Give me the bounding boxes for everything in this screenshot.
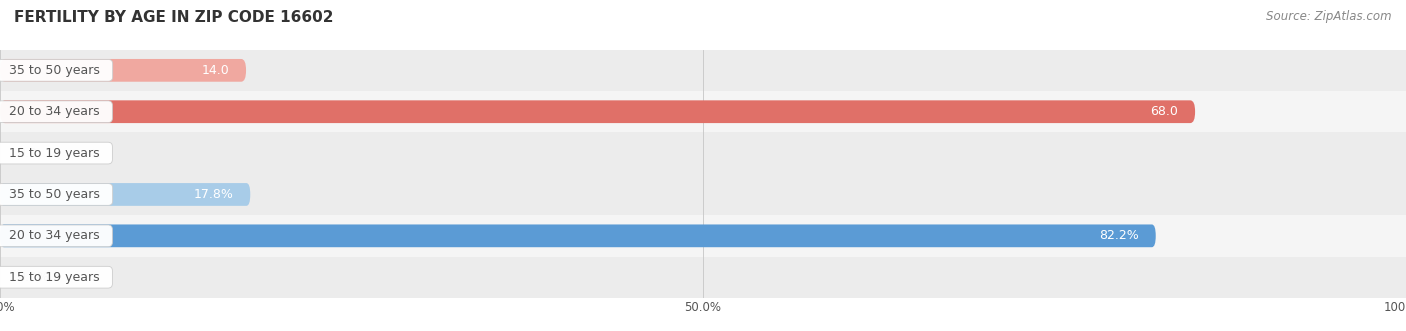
FancyBboxPatch shape xyxy=(0,224,1156,247)
Bar xyxy=(0,257,1406,298)
Text: 35 to 50 years: 35 to 50 years xyxy=(1,188,108,201)
Bar xyxy=(0,91,1406,132)
Text: 15 to 19 years: 15 to 19 years xyxy=(1,147,108,160)
Bar xyxy=(0,132,1406,174)
Text: 15 to 19 years: 15 to 19 years xyxy=(1,271,108,284)
Text: Source: ZipAtlas.com: Source: ZipAtlas.com xyxy=(1267,10,1392,23)
Text: FERTILITY BY AGE IN ZIP CODE 16602: FERTILITY BY AGE IN ZIP CODE 16602 xyxy=(14,10,333,25)
Text: 20 to 34 years: 20 to 34 years xyxy=(1,105,108,118)
FancyBboxPatch shape xyxy=(0,59,246,82)
Text: 20 to 34 years: 20 to 34 years xyxy=(1,229,108,242)
Text: 82.2%: 82.2% xyxy=(1099,229,1139,242)
Text: 35 to 50 years: 35 to 50 years xyxy=(1,64,108,77)
Bar xyxy=(0,215,1406,257)
Text: 14.0: 14.0 xyxy=(201,64,229,77)
Text: 0.0: 0.0 xyxy=(17,147,37,160)
Text: 68.0: 68.0 xyxy=(1150,105,1178,118)
Text: 0.0%: 0.0% xyxy=(17,271,49,284)
Bar xyxy=(0,174,1406,215)
FancyBboxPatch shape xyxy=(0,100,1195,123)
Text: 17.8%: 17.8% xyxy=(194,188,233,201)
Bar xyxy=(0,50,1406,91)
FancyBboxPatch shape xyxy=(0,183,250,206)
